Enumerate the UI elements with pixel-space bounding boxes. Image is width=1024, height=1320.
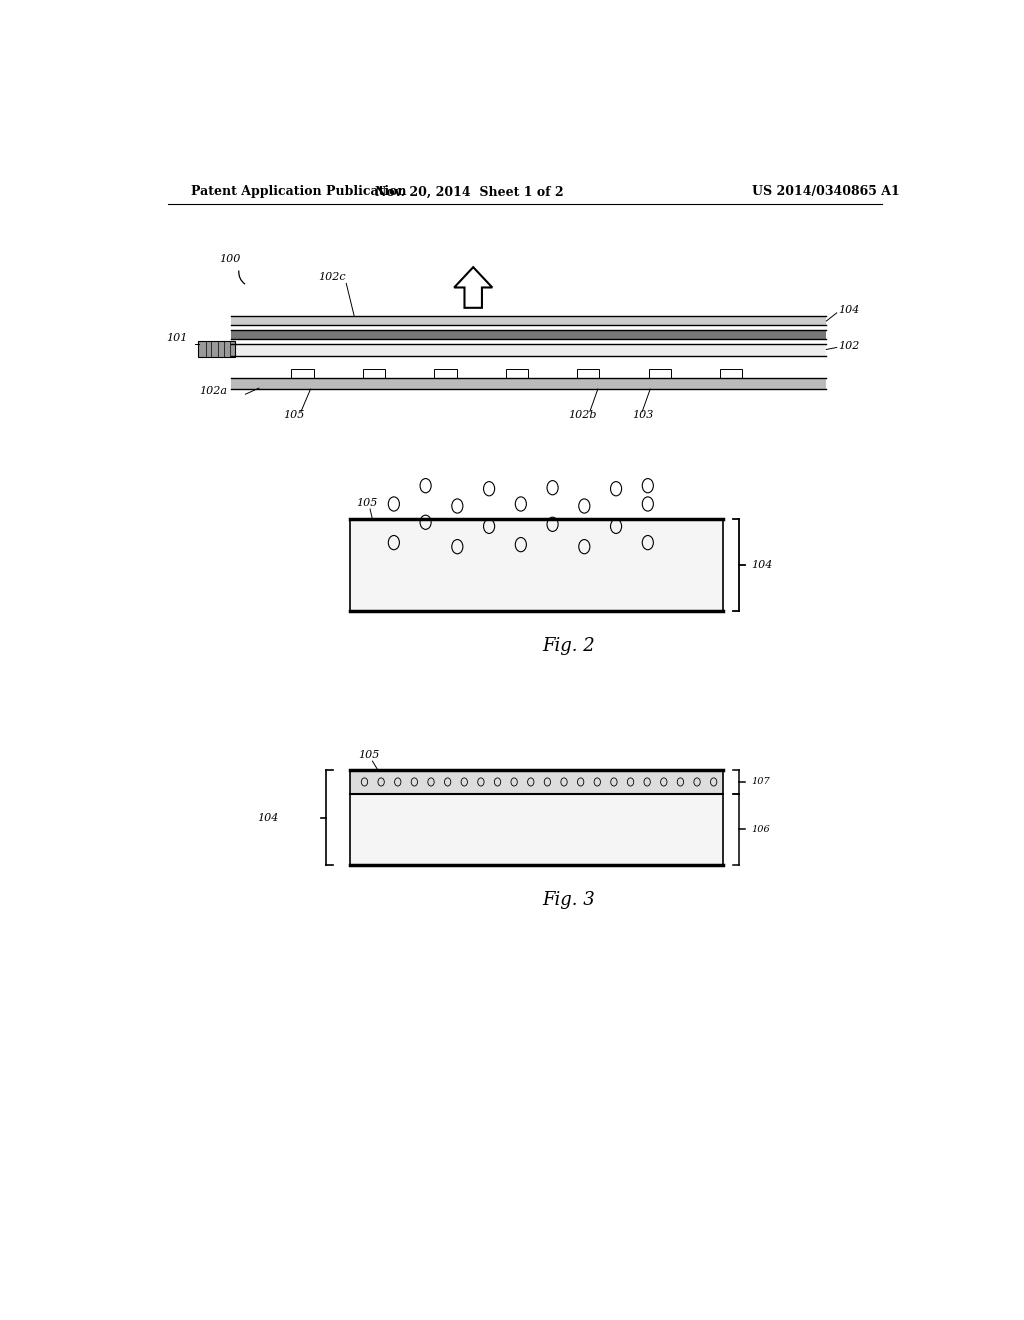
Polygon shape	[231, 378, 826, 389]
Text: Fig. 2: Fig. 2	[542, 638, 595, 655]
Polygon shape	[350, 771, 723, 793]
FancyArrow shape	[455, 267, 493, 308]
Polygon shape	[350, 519, 723, 611]
Polygon shape	[198, 342, 236, 356]
Text: 104: 104	[839, 305, 859, 315]
Text: 105: 105	[283, 409, 304, 420]
Polygon shape	[434, 368, 457, 378]
Polygon shape	[578, 368, 599, 378]
Polygon shape	[648, 368, 671, 378]
Text: 101: 101	[166, 334, 187, 343]
Text: 103: 103	[632, 409, 653, 420]
Text: 104: 104	[751, 560, 772, 570]
Text: 105: 105	[358, 750, 380, 760]
Text: 102: 102	[839, 342, 859, 351]
Polygon shape	[292, 368, 313, 378]
Polygon shape	[506, 368, 528, 378]
Text: 100: 100	[219, 253, 241, 264]
Text: 107: 107	[751, 777, 770, 787]
Text: 102a: 102a	[200, 387, 227, 396]
Polygon shape	[362, 368, 385, 378]
Text: 105: 105	[356, 498, 378, 508]
Text: US 2014/0340865 A1: US 2014/0340865 A1	[753, 185, 900, 198]
Text: 106: 106	[751, 825, 770, 834]
Polygon shape	[231, 315, 826, 325]
Text: Patent Application Publication: Patent Application Publication	[191, 185, 407, 198]
Text: Fig. 3: Fig. 3	[542, 891, 595, 909]
Text: 102b: 102b	[568, 409, 597, 420]
Polygon shape	[231, 330, 826, 339]
Text: 104: 104	[257, 813, 279, 822]
Polygon shape	[720, 368, 742, 378]
Polygon shape	[350, 793, 723, 865]
Text: Nov. 20, 2014  Sheet 1 of 2: Nov. 20, 2014 Sheet 1 of 2	[375, 185, 563, 198]
Polygon shape	[231, 345, 826, 355]
Text: 102c: 102c	[318, 272, 346, 282]
